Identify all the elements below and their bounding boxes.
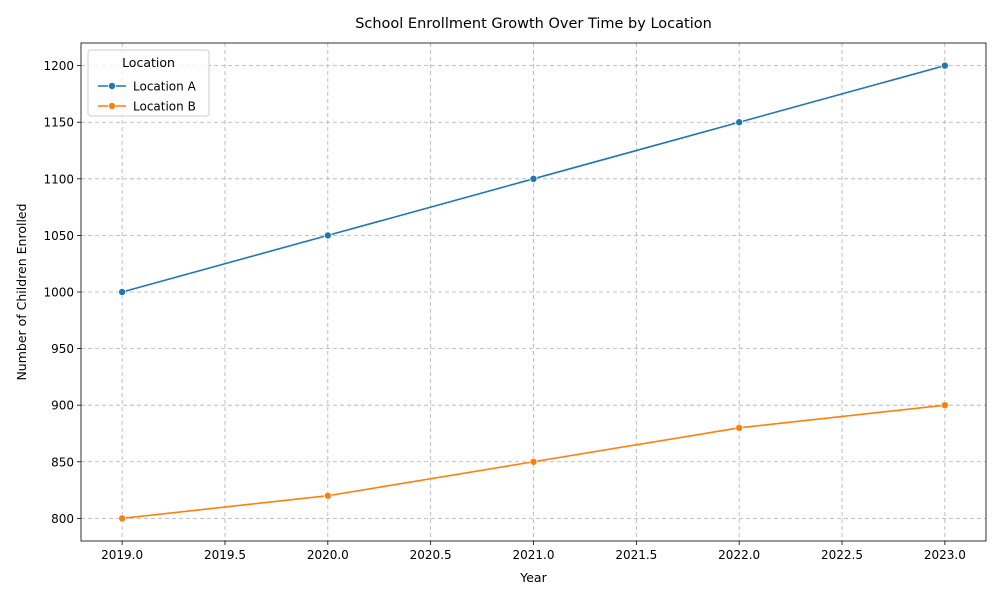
- data-point: [735, 423, 744, 432]
- series-location-a: [118, 61, 949, 296]
- legend-label: Location B: [133, 100, 196, 114]
- series-location-b: [118, 401, 949, 523]
- data-point: [323, 491, 332, 500]
- x-tick-label: 2020.0: [307, 548, 349, 562]
- legend-marker-swatch: [108, 102, 117, 111]
- x-tick-label: 2022.5: [821, 548, 863, 562]
- y-axis-label: Number of Children Enrolled: [14, 203, 29, 380]
- data-point: [118, 287, 127, 296]
- data-point: [735, 118, 744, 127]
- legend-box: [87, 49, 210, 117]
- x-tick-label: 2019.0: [101, 548, 143, 562]
- x-tick-label: 2023.0: [924, 548, 966, 562]
- data-point: [940, 401, 949, 410]
- x-tick-label: 2021.0: [513, 548, 555, 562]
- x-tick-label: 2020.5: [410, 548, 452, 562]
- y-tick-label: 850: [51, 455, 74, 469]
- y-tick-label: 950: [51, 342, 74, 356]
- x-tick-label: 2022.0: [718, 548, 760, 562]
- x-axis: 2019.0 2019.5 2020.0 2020.5 2021.0 2021.5 2022…: [101, 541, 966, 562]
- y-tick-label: 800: [51, 512, 74, 526]
- data-point: [529, 174, 538, 183]
- data-point: [529, 457, 538, 466]
- data-point: [118, 514, 127, 523]
- legend-item: Location A: [98, 80, 197, 94]
- x-tick-label: 2021.5: [615, 548, 657, 562]
- y-tick-label: 1200: [43, 59, 74, 73]
- legend-label: Location A: [133, 80, 197, 94]
- x-axis-label: Year: [519, 570, 547, 585]
- chart-title: School Enrollment Growth Over Time by Lo…: [355, 16, 712, 32]
- y-axis: 800 850 900 950 1000 1050 1100 1150 1200: [43, 59, 81, 526]
- y-tick-label: 1000: [43, 286, 74, 300]
- legend-marker-swatch: [108, 82, 117, 91]
- data-point: [940, 61, 949, 70]
- legend: Location Location A Location B: [87, 49, 210, 117]
- legend-item: Location B: [98, 100, 196, 114]
- series-layer: [118, 61, 949, 523]
- y-tick-label: 1150: [43, 116, 74, 130]
- y-tick-label: 1100: [43, 172, 74, 186]
- y-tick-label: 900: [51, 399, 74, 413]
- x-tick-label: 2019.5: [204, 548, 246, 562]
- legend-title: Location: [122, 55, 175, 70]
- y-tick-label: 1050: [43, 229, 74, 243]
- grid: [81, 43, 986, 541]
- data-point: [323, 231, 332, 240]
